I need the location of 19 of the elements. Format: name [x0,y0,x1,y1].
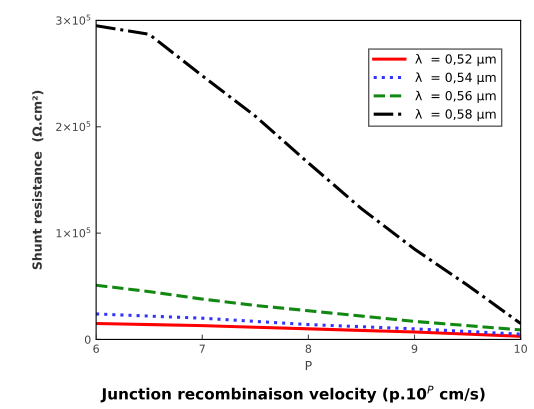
legend-label: λ = 0,52 µm [415,54,496,66]
x-tick-label: 8 [306,344,312,353]
legend-label: λ = 0,54 µm [415,72,496,84]
legend-label: λ = 0,56 µm [415,90,496,103]
legend-label: λ = 0,58 µm [415,109,496,122]
y-axis-title: Shunt resistance (Ω.cm²) [32,90,44,270]
y-tick-label: 3×10$^{5}$ [56,14,90,25]
x-axis-title: P [306,361,312,370]
y-tick-label: 1×10$^{5}$ [56,227,90,238]
x-tick-label: 6 [93,344,99,353]
y-tick-label: 2×10$^{5}$ [56,121,90,132]
x-tick-label: 9 [412,344,418,353]
x-tick-label: 7 [200,344,205,353]
line-series [96,322,521,338]
x-tick-label: 10 [514,344,527,353]
text: Junction recombinaison velocity (p.10$^{P}$ cm/s) [100,386,485,403]
line-series [96,312,521,336]
y-tick-label: 0 [84,335,91,344]
line-series [96,284,521,332]
